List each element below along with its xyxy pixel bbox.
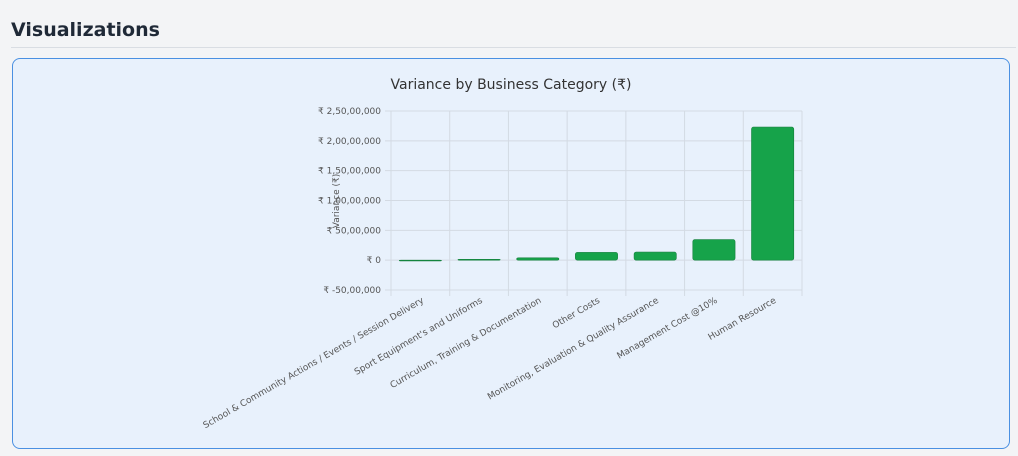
y-tick-label: ₹ 2,00,00,000 xyxy=(318,137,381,147)
x-tick-label: School & Community Actions / Events / Se… xyxy=(202,296,427,431)
bar[interactable] xyxy=(633,251,677,261)
x-tick-label: Other Costs xyxy=(551,296,602,331)
bar[interactable] xyxy=(516,257,560,261)
y-tick-label: ₹ 50,00,000 xyxy=(327,226,382,236)
y-tick-label: ₹ -50,00,000 xyxy=(323,286,381,296)
y-tick-label: ₹ 1,50,00,000 xyxy=(318,167,381,177)
y-tick-label: ₹ 2,50,00,000 xyxy=(318,107,381,117)
x-axis-ticks: School & Community Actions / Events / Se… xyxy=(202,296,779,431)
y-axis-ticks: ₹ 2,50,00,000 ₹ 2,00,00,000 ₹ 1,50,00,000 ₹… xyxy=(318,107,381,296)
bar[interactable] xyxy=(575,252,618,261)
y-tick-label: ₹ 1,00,00,000 xyxy=(318,197,381,207)
bar[interactable] xyxy=(692,239,736,261)
section-divider xyxy=(11,47,1016,48)
chart-title: Variance by Business Category (₹) xyxy=(391,77,632,93)
x-tick-label: Management Cost @10% xyxy=(616,296,720,362)
y-tick-label: ₹ 0 xyxy=(367,256,382,266)
bar[interactable] xyxy=(751,126,795,261)
grid xyxy=(385,110,803,296)
y-axis-label: Variance (₹) xyxy=(332,174,342,229)
bar[interactable] xyxy=(457,258,501,261)
bar[interactable] xyxy=(398,259,442,262)
section-title: Visualizations xyxy=(11,19,160,41)
chart-card xyxy=(12,58,1010,449)
bars xyxy=(398,126,795,262)
